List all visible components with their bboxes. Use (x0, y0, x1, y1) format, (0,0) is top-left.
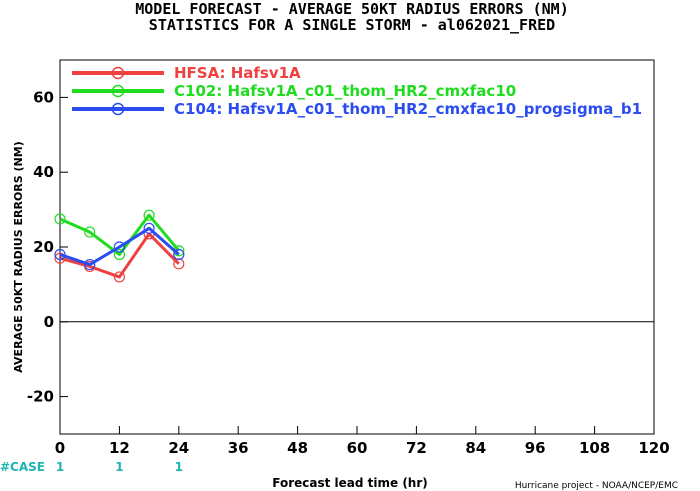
data-point (173, 248, 185, 261)
data-point (173, 258, 185, 270)
x-tick-label: 120 (638, 439, 669, 457)
case-row-label: #CASE (0, 460, 45, 474)
x-tick-label: 84 (465, 439, 486, 457)
data-point (113, 248, 126, 261)
data-point (143, 222, 155, 234)
case-count: 1 (115, 460, 123, 474)
x-tick-label: 24 (168, 439, 189, 457)
x-tick-label: 12 (109, 439, 130, 457)
data-point (54, 252, 66, 264)
data-point (54, 248, 66, 261)
x-tick-label: 36 (228, 439, 249, 457)
data-point (143, 209, 155, 221)
x-axis-label: Forecast lead time (hr) (272, 476, 428, 490)
x-tick-label: 0 (55, 439, 65, 457)
x-tick-label: 108 (579, 439, 610, 457)
y-tick-label: 40 (33, 163, 54, 181)
case-count: 1 (56, 460, 64, 474)
y-axis-label: AVERAGE 50KT RADIUS ERRORS (NM) (12, 141, 25, 372)
chart-title-line2: STATISTICS FOR A SINGLE STORM - al062021… (149, 16, 555, 34)
chart-title-line1: MODEL FORECAST - AVERAGE 50KT RADIUS ERR… (135, 0, 568, 18)
legend-label: HFSA: Hafsv1A (174, 64, 301, 82)
y-tick-label: 20 (33, 238, 54, 256)
credit-text: Hurricane project - NOAA/NCEP/EMC (515, 481, 678, 491)
x-tick-label: 72 (406, 439, 427, 457)
data-point (54, 213, 66, 225)
x-tick-label: 60 (347, 439, 368, 457)
series-line (59, 232, 180, 279)
y-tick-label: 0 (44, 313, 54, 331)
x-axis: 0 12 24 36 48 60 72 84 96 108 120 (55, 426, 670, 457)
data-point (84, 226, 96, 238)
data-point (113, 241, 126, 253)
series-group (54, 209, 185, 283)
case-count-row: #CASE 1 1 1 (0, 460, 183, 474)
series-line (59, 213, 180, 256)
legend-marker (111, 102, 125, 116)
y-tick-label: 60 (33, 88, 54, 106)
data-point (84, 258, 96, 271)
x-tick-label: 48 (287, 439, 308, 457)
case-count: 1 (175, 460, 183, 474)
legend-marker (111, 84, 125, 98)
y-axis: -20 0 20 40 60 (27, 88, 68, 406)
legend-label: C102: Hafsv1A_c01_thom_HR2_cmxfac10 (174, 82, 516, 100)
legend-label: C104: Hafsv1A_c01_thom_HR2_cmxfac10_prog… (174, 100, 642, 118)
legend-marker (111, 66, 125, 80)
y-tick-label: -20 (27, 388, 54, 406)
x-tick-label: 96 (525, 439, 546, 457)
data-point (113, 271, 126, 283)
series-line (59, 226, 180, 267)
